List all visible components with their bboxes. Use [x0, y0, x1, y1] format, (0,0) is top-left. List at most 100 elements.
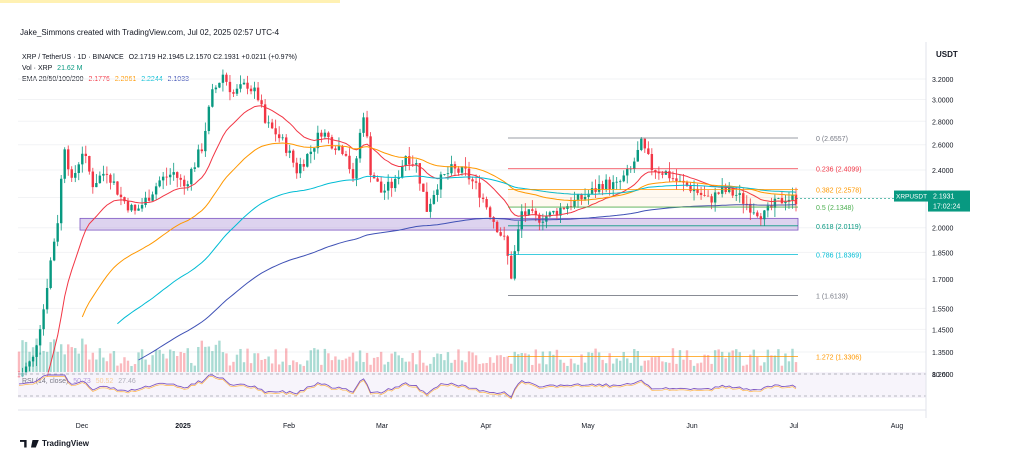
x-tick-label: Feb: [283, 423, 295, 430]
volume-bar: [640, 365, 643, 372]
candle-body: [344, 154, 348, 156]
volume-bar: [713, 350, 717, 372]
candle-body: [763, 210, 766, 220]
y-tick-label: 3.2000: [932, 77, 954, 84]
candle-body: [513, 251, 516, 279]
volume-bar: [323, 348, 327, 372]
candle-body: [63, 149, 66, 179]
candle-body: [35, 345, 38, 357]
volume-bar: [545, 364, 548, 372]
candle-body: [713, 192, 717, 203]
ema-200-line: [138, 204, 796, 361]
candle-body: [569, 206, 573, 207]
candle-body: [59, 178, 63, 224]
ema-50-line: [81, 142, 797, 318]
chart-caption: Jake_Simmons created with TradingView.co…: [20, 28, 280, 37]
volume-bar: [386, 361, 390, 372]
candles-layer: [17, 69, 798, 378]
candle-body: [696, 188, 699, 193]
candle-body: [274, 128, 277, 135]
candle-body: [541, 221, 545, 223]
volume-bar: [165, 358, 168, 372]
volume-bar: [643, 360, 647, 372]
volume-bar: [123, 357, 126, 372]
tradingview-logo-icon: [20, 439, 27, 448]
volume-bar: [249, 363, 253, 372]
volume-bar: [56, 351, 59, 372]
x-tick-label: Apr: [481, 423, 493, 430]
tradingview-brand[interactable]: TradingView: [20, 439, 89, 448]
volume-bar: [682, 359, 685, 372]
volume-bar: [112, 351, 116, 372]
candle-body: [341, 146, 344, 155]
currency-label: USDT: [936, 50, 958, 59]
volume-bar: [263, 358, 267, 372]
volume-bar: [506, 356, 509, 372]
candle-body: [485, 199, 488, 208]
volume-bar: [495, 355, 499, 372]
volume-bar: [45, 351, 49, 372]
candle-body: [506, 236, 509, 256]
volume-bar: [214, 344, 218, 372]
candle-body: [105, 173, 109, 175]
volume-bar: [369, 364, 372, 372]
volume-bar: [365, 352, 369, 372]
candle-body: [699, 192, 703, 195]
volume-bar: [478, 363, 481, 372]
candle-body: [249, 88, 253, 92]
candle-body: [548, 212, 552, 217]
volume-bar: [770, 355, 773, 372]
candle-body: [147, 197, 151, 201]
candle-body: [689, 185, 692, 192]
candle-body: [432, 194, 436, 204]
candle-body: [752, 212, 756, 214]
volume-bar: [274, 349, 277, 372]
candle-body: [559, 207, 562, 216]
candle-body: [376, 178, 379, 182]
volume-bar: [685, 350, 689, 372]
volume-bar: [218, 340, 221, 372]
candle-body: [619, 181, 622, 183]
price-tag-countdown: 17:02:24: [933, 204, 960, 211]
candle-body: [562, 207, 566, 209]
volume-bar: [777, 349, 780, 372]
candle-body: [411, 164, 414, 166]
volume-bar: [766, 349, 770, 372]
volume-bar: [647, 360, 650, 372]
fib-layer: 0 (2.6557) 0.236 (2.4099) 0.382 (2.2578) 0.…: [508, 136, 862, 362]
volume-bar: [172, 351, 175, 372]
volume-bar: [288, 365, 291, 372]
volume-bar: [752, 349, 756, 372]
volume-bar: [77, 353, 80, 372]
x-tick-label: Dec: [76, 423, 89, 430]
candle-body: [309, 151, 313, 155]
volume-bar: [74, 348, 77, 372]
candle-body: [601, 184, 604, 190]
volume-bar: [299, 364, 302, 372]
candle-body: [576, 194, 580, 200]
candle-body: [685, 182, 689, 186]
candle-body: [302, 164, 305, 167]
candle-body: [517, 229, 520, 252]
volume-bar: [376, 357, 379, 372]
volume-bar: [362, 361, 365, 372]
volume-bar: [334, 356, 337, 372]
volume-bar: [260, 359, 263, 372]
volume-bar: [502, 356, 506, 372]
candle-body: [654, 170, 657, 172]
grid-layer: [18, 78, 926, 375]
candle-body: [42, 309, 45, 330]
candle-body: [292, 150, 295, 163]
volume-bar: [745, 364, 748, 372]
volume-bar: [633, 349, 636, 372]
candle-body: [112, 181, 116, 183]
volume-bar: [348, 356, 351, 372]
candle-body: [28, 361, 31, 367]
candle-body: [794, 194, 798, 205]
candle-body: [161, 176, 165, 181]
volume-bar: [668, 362, 671, 372]
volume-bar: [706, 355, 710, 372]
volume-bar: [285, 348, 288, 372]
candle-body: [137, 208, 140, 211]
